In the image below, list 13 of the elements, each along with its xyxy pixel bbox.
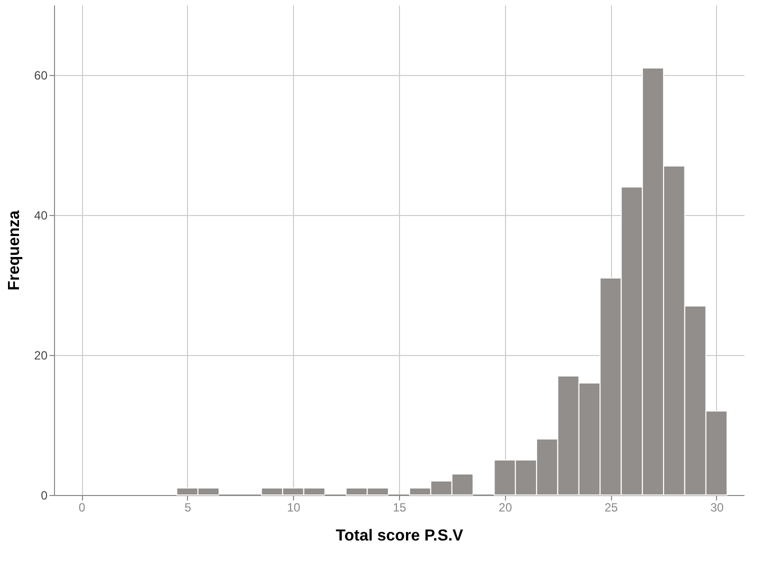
- y-tick-label: 20: [34, 348, 48, 362]
- x-axis-title: Total score P.S.V: [336, 528, 464, 544]
- y-tick-label: 60: [34, 68, 48, 82]
- x-tick-label: 5: [184, 500, 192, 514]
- x-tick-label: 30: [710, 500, 724, 514]
- x-tick-label: 20: [498, 500, 512, 514]
- y-axis-title: Frequenza: [6, 210, 24, 291]
- y-tick-label: 0: [40, 488, 48, 502]
- x-tick-label: 15: [392, 500, 406, 514]
- x-tick-label: 10: [286, 500, 301, 514]
- x-tick-label: 0: [78, 500, 86, 514]
- y-tick-label: 40: [34, 208, 48, 222]
- x-tick-label: 25: [604, 500, 618, 514]
